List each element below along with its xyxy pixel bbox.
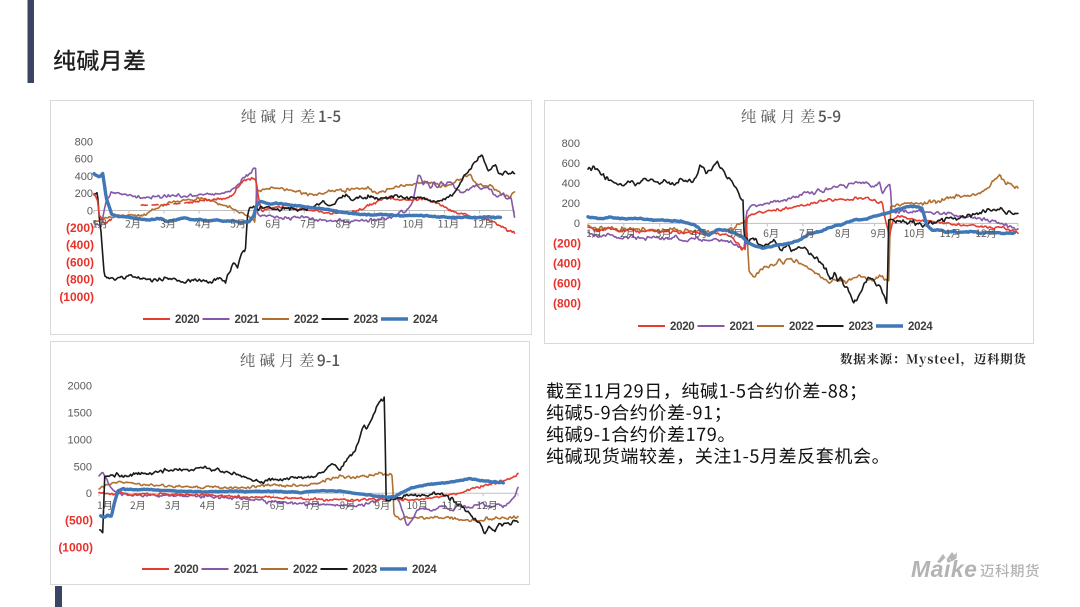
svg-text:2021: 2021: [235, 314, 260, 326]
svg-text:(1000): (1000): [58, 540, 93, 554]
svg-text:2023: 2023: [354, 314, 378, 326]
svg-text:(800): (800): [66, 273, 94, 287]
svg-text:0: 0: [574, 218, 580, 230]
svg-text:2023: 2023: [353, 564, 377, 576]
svg-text:(400): (400): [553, 257, 581, 271]
svg-text:(500): (500): [65, 514, 93, 528]
svg-text:2024: 2024: [908, 321, 933, 333]
svg-text:2024: 2024: [413, 314, 438, 326]
svg-text:(800): (800): [553, 297, 581, 311]
svg-text:2023: 2023: [849, 321, 873, 333]
svg-text:2022: 2022: [789, 321, 813, 333]
svg-text:200: 200: [562, 198, 580, 210]
svg-text:1000: 1000: [68, 435, 92, 447]
svg-text:2000: 2000: [68, 381, 92, 393]
svg-text:2022: 2022: [293, 564, 317, 576]
svg-text:400: 400: [75, 171, 93, 183]
svg-text:(600): (600): [553, 277, 581, 291]
svg-text:600: 600: [75, 154, 93, 166]
svg-text:800: 800: [562, 138, 580, 150]
svg-text:2021: 2021: [234, 564, 259, 576]
svg-text:Maike: Maike: [911, 556, 977, 582]
svg-text:0: 0: [86, 488, 92, 500]
svg-text:200: 200: [75, 188, 93, 200]
svg-text:(600): (600): [66, 255, 94, 269]
svg-text:(200): (200): [66, 221, 94, 235]
svg-text:0: 0: [87, 205, 93, 217]
svg-text:500: 500: [74, 461, 92, 473]
svg-text:2024: 2024: [412, 564, 437, 576]
svg-text:600: 600: [562, 158, 580, 170]
svg-text:(400): (400): [66, 238, 94, 252]
svg-text:400: 400: [562, 178, 580, 190]
svg-text:2020: 2020: [174, 564, 198, 576]
svg-text:2021: 2021: [730, 321, 755, 333]
svg-text:2022: 2022: [294, 314, 318, 326]
svg-text:2020: 2020: [670, 321, 694, 333]
svg-text:800: 800: [75, 136, 93, 148]
svg-text:(1000): (1000): [59, 290, 94, 304]
svg-text:1500: 1500: [68, 408, 92, 420]
svg-text:2020: 2020: [175, 314, 199, 326]
svg-text:(200): (200): [553, 237, 581, 251]
